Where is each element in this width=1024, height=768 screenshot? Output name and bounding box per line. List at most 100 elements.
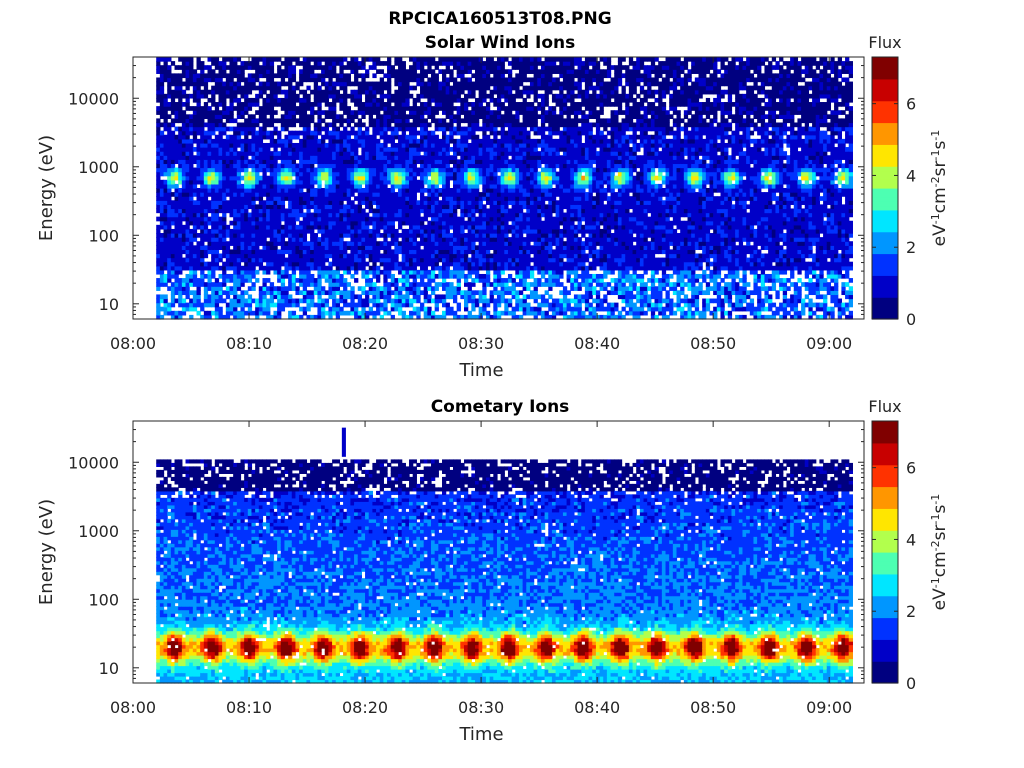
heatmap-cell xyxy=(460,90,464,95)
heatmap-cell xyxy=(387,123,391,128)
heatmap-cell xyxy=(413,204,417,209)
heatmap-cell xyxy=(197,299,201,304)
heatmap-cell xyxy=(336,159,340,164)
heatmap-cell xyxy=(402,172,406,177)
heatmap-cell xyxy=(211,131,215,136)
heatmap-cell xyxy=(251,311,255,316)
heatmap-cell xyxy=(358,90,362,95)
heatmap-cell xyxy=(398,139,402,144)
heatmap-cell xyxy=(277,303,281,308)
heatmap-cell xyxy=(244,217,248,222)
heatmap-cell xyxy=(391,127,395,132)
heatmap-cell xyxy=(295,225,299,230)
heatmap-cell xyxy=(343,57,347,62)
heatmap-cell xyxy=(387,290,391,295)
heatmap-cell xyxy=(358,143,362,148)
heatmap-cell xyxy=(284,139,288,144)
heatmap-cell xyxy=(347,184,351,189)
heatmap-cell xyxy=(259,237,263,242)
heatmap-cell xyxy=(303,110,307,115)
heatmap-cell xyxy=(314,200,318,205)
heatmap-cell xyxy=(281,77,285,82)
heatmap-cell xyxy=(336,196,340,201)
heatmap-cell xyxy=(376,221,380,226)
heatmap-cell xyxy=(167,254,171,259)
heatmap-cell xyxy=(424,229,428,234)
heatmap-cell xyxy=(178,299,182,304)
heatmap-cell xyxy=(200,135,204,140)
heatmap-cell xyxy=(281,172,285,177)
heatmap-cell xyxy=(299,147,303,152)
heatmap-cell xyxy=(317,213,321,218)
heatmap-cell xyxy=(482,237,486,242)
heatmap-cell xyxy=(405,77,409,82)
heatmap-cell xyxy=(314,278,318,283)
heatmap-cell xyxy=(208,147,212,152)
heatmap-cell xyxy=(160,266,164,271)
heatmap-cell xyxy=(380,118,384,123)
heatmap-cell xyxy=(332,307,336,312)
heatmap-cell xyxy=(398,163,402,168)
heatmap-cell xyxy=(405,237,409,242)
heatmap-cell xyxy=(175,114,179,119)
heatmap-cell xyxy=(288,86,292,91)
heatmap-cell xyxy=(460,61,464,66)
heatmap-cell xyxy=(446,270,450,275)
heatmap-cell xyxy=(391,147,395,152)
heatmap-cell xyxy=(361,208,365,213)
heatmap-cell xyxy=(413,118,417,123)
heatmap-cell xyxy=(424,270,428,275)
heatmap-cell xyxy=(328,147,332,152)
heatmap-cell xyxy=(391,192,395,197)
heatmap-cell xyxy=(321,303,325,308)
heatmap-cell xyxy=(365,73,369,78)
heatmap-cell xyxy=(317,86,321,91)
heatmap-cell xyxy=(197,192,201,197)
heatmap-cell xyxy=(251,233,255,238)
heatmap-cell xyxy=(255,184,259,189)
heatmap-cell xyxy=(325,208,329,213)
heatmap-cell xyxy=(339,57,343,62)
heatmap-cell xyxy=(266,94,270,99)
heatmap-cell xyxy=(222,176,226,181)
heatmap-cell xyxy=(420,65,424,70)
heatmap-cell xyxy=(424,176,428,181)
heatmap-cell xyxy=(251,200,255,205)
heatmap-cell xyxy=(175,77,179,82)
heatmap-cell xyxy=(310,278,314,283)
heatmap-cell xyxy=(240,299,244,304)
heatmap-cell xyxy=(178,294,182,299)
heatmap-cell xyxy=(244,266,248,271)
heatmap-cell xyxy=(255,204,259,209)
heatmap-cell xyxy=(427,131,431,136)
heatmap-cell xyxy=(438,102,442,107)
heatmap-cell xyxy=(328,237,332,242)
heatmap-cell xyxy=(343,139,347,144)
heatmap-cell xyxy=(314,258,318,263)
heatmap-cell xyxy=(446,147,450,152)
heatmap-cell xyxy=(449,233,453,238)
heatmap-cell xyxy=(208,131,212,136)
heatmap-cell xyxy=(251,184,255,189)
heatmap-cell xyxy=(314,286,318,291)
heatmap-cell xyxy=(413,147,417,152)
heatmap-cell xyxy=(482,258,486,263)
heatmap-cell xyxy=(453,143,457,148)
heatmap-cell xyxy=(380,106,384,111)
heatmap-cell xyxy=(211,98,215,103)
heatmap-cell xyxy=(240,188,244,193)
heatmap-cell xyxy=(281,258,285,263)
heatmap-cell xyxy=(383,245,387,250)
heatmap-cell xyxy=(468,135,472,140)
heatmap-cell xyxy=(233,290,237,295)
heatmap-cell xyxy=(369,290,373,295)
heatmap-cell xyxy=(178,196,182,201)
heatmap-cell xyxy=(372,299,376,304)
heatmap-cell xyxy=(215,294,219,299)
heatmap-cell xyxy=(255,172,259,177)
heatmap-cell xyxy=(339,61,343,66)
heatmap-cell xyxy=(457,106,461,111)
heatmap-cell xyxy=(354,204,358,209)
heatmap-cell xyxy=(446,106,450,111)
heatmap-cell xyxy=(464,151,468,156)
